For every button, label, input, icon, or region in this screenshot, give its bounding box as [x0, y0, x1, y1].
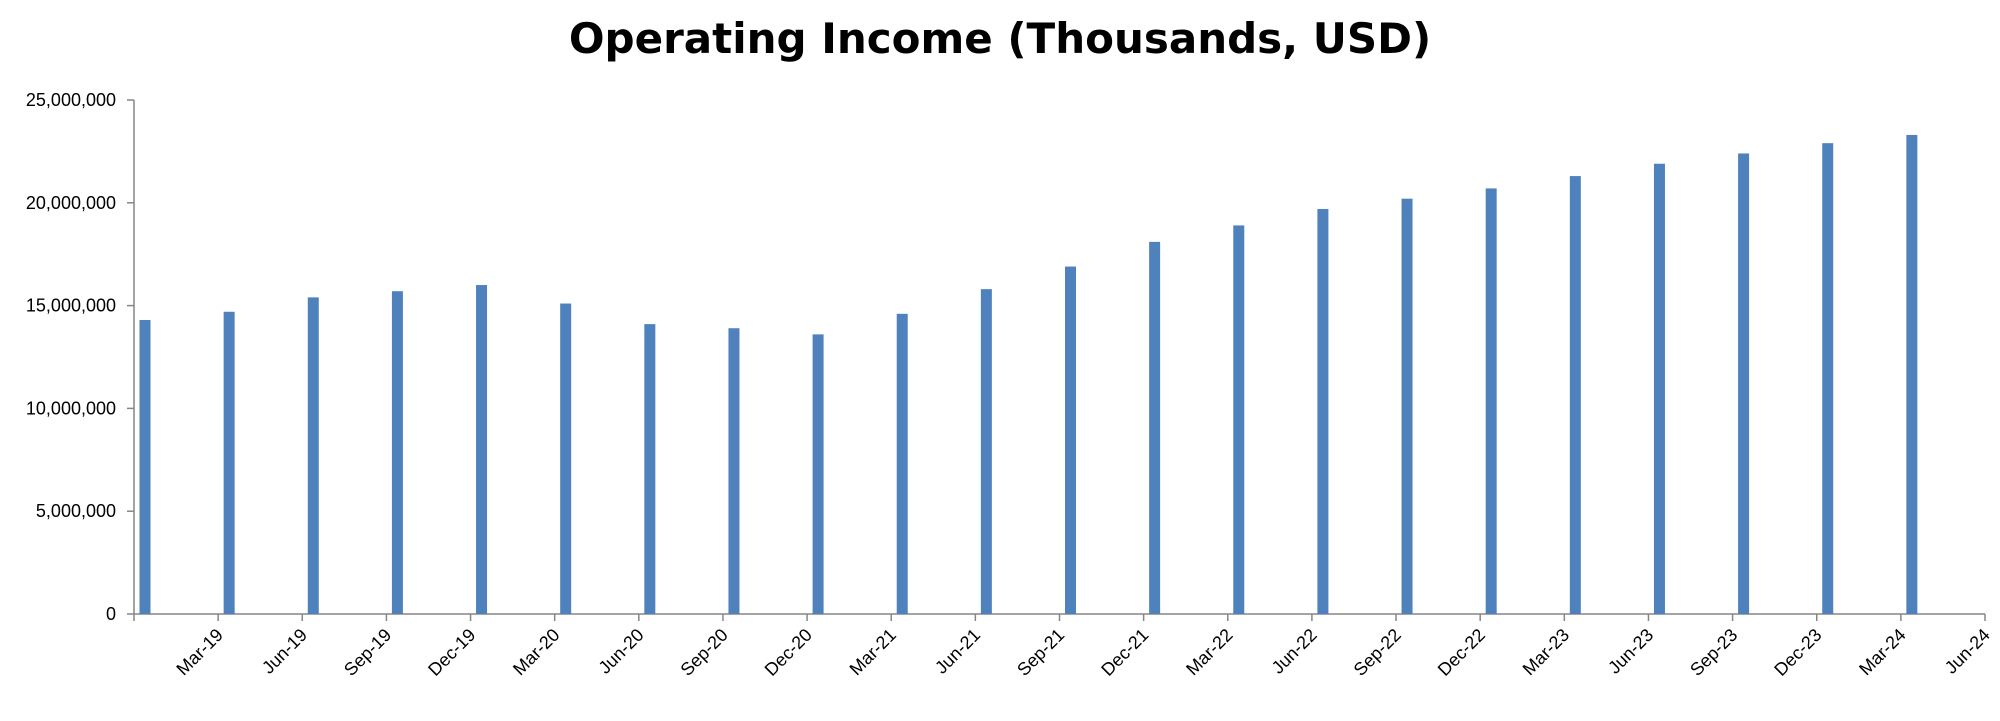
x-tick-label: Dec-20: [761, 625, 816, 680]
y-tick-label: 5,000,000: [36, 501, 116, 521]
x-tick-label: Mar-23: [1519, 625, 1573, 679]
bar: [644, 324, 656, 614]
bar: [391, 291, 403, 614]
x-tick-label: Dec-22: [1434, 625, 1489, 680]
y-tick-label: 10,000,000: [26, 398, 116, 418]
axes-group: [127, 99, 1986, 621]
bar: [1906, 134, 1918, 614]
bar: [812, 334, 824, 614]
bar: [139, 319, 151, 614]
y-tick-label: 0: [106, 604, 116, 624]
x-tick-label: Sep-21: [1013, 625, 1068, 680]
x-tick-label: Jun-23: [1604, 625, 1657, 678]
bar: [980, 289, 992, 614]
x-tick-label: Sep-20: [677, 625, 732, 680]
x-tick-label: Sep-23: [1686, 625, 1741, 680]
bar: [1149, 241, 1161, 614]
bar: [1569, 176, 1581, 614]
bar: [223, 311, 235, 614]
bars-group: [139, 134, 1918, 615]
x-tick-label: Jun-24: [1941, 625, 1994, 678]
bar: [560, 303, 572, 614]
x-tick-label: Jun-19: [258, 625, 311, 678]
x-tick-label: Dec-21: [1097, 625, 1152, 680]
x-tick-label: Mar-19: [173, 625, 227, 679]
x-tick-label: Sep-22: [1350, 625, 1405, 680]
x-tick-label: Jun-20: [595, 625, 648, 678]
chart-title: Operating Income (Thousands, USD): [568, 14, 1432, 63]
bar: [1822, 143, 1834, 614]
bar: [1738, 153, 1750, 614]
bar: [1485, 188, 1497, 614]
x-tick-label: Sep-19: [340, 625, 395, 680]
x-tick-label: Dec-19: [424, 625, 479, 680]
x-tick-labels: Mar-19 Jun-19 Sep-19 Dec-19 Mar-20 Jun-20 Sep-…: [173, 625, 1994, 680]
x-tick-label: Jun-21: [931, 625, 984, 678]
bar: [1317, 208, 1329, 614]
y-tick-labels: 0 5,000,000 10,000,000 15,000,000 20,000,000…: [26, 90, 116, 624]
bar: [476, 285, 488, 614]
x-tick-label: Jun-22: [1268, 625, 1321, 678]
y-tick-label: 25,000,000: [26, 90, 116, 110]
x-tick-label: Mar-24: [1855, 625, 1909, 679]
bar: [728, 328, 740, 614]
bar: [1653, 163, 1665, 614]
bar: [1065, 266, 1076, 614]
x-tick-label: Dec-23: [1770, 625, 1825, 680]
y-tick-label: 20,000,000: [26, 193, 116, 213]
bar: [1401, 198, 1413, 615]
bar: [896, 313, 908, 614]
x-tick-label: Mar-21: [846, 625, 900, 679]
x-tick-label: Mar-22: [1182, 625, 1236, 679]
y-tick-label: 15,000,000: [26, 296, 116, 316]
x-tick-label: Mar-20: [509, 625, 563, 679]
bar: [307, 297, 319, 614]
bar: [1233, 225, 1245, 614]
